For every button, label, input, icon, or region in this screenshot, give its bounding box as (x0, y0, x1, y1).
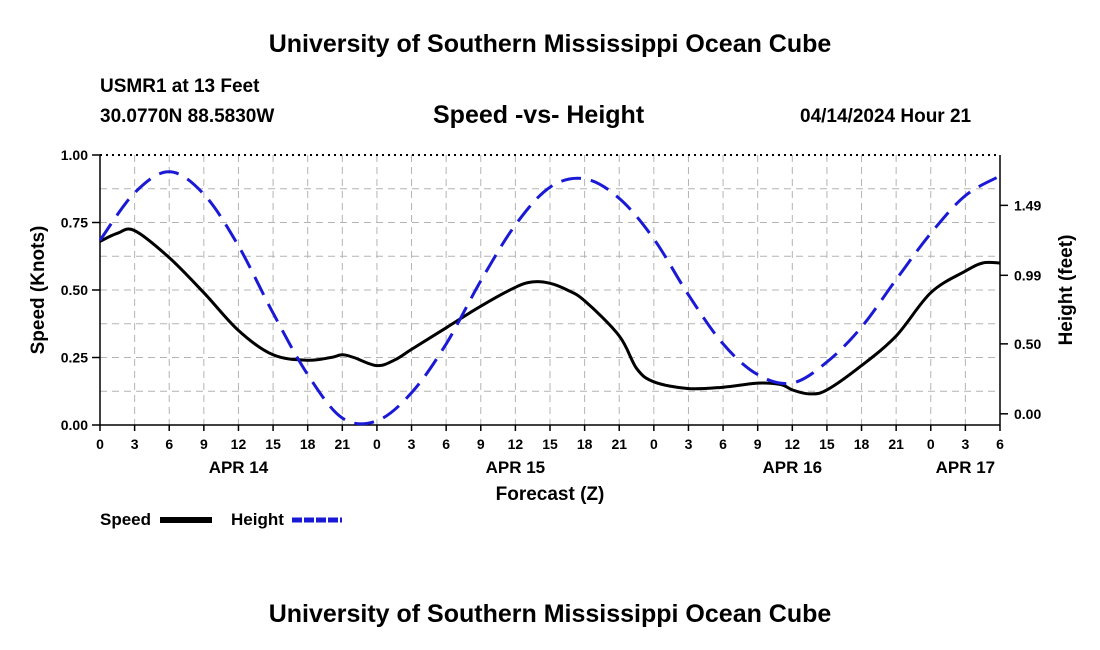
x-tick-label: 9 (754, 436, 762, 452)
x-tick-label: 3 (408, 436, 416, 452)
x-tick-label: 12 (785, 436, 801, 452)
x-tick-label: 3 (961, 436, 969, 452)
legend-speed-label: Speed (100, 510, 152, 529)
day-label: APR 16 (763, 458, 823, 477)
x-tick-label: 9 (200, 436, 208, 452)
x-axis-title: Forecast (Z) (496, 484, 605, 505)
day-label: APR 14 (209, 458, 269, 477)
x-tick-label: 6 (719, 436, 727, 452)
y-tick-label-left: 0.00 (61, 417, 88, 433)
x-tick-label: 15 (265, 436, 281, 452)
y-tick-label-right: 0.00 (1014, 406, 1041, 422)
y-tick-label-left: 0.50 (61, 282, 88, 298)
y-tick-label-left: 0.75 (61, 215, 88, 231)
forecast-datetime: 04/14/2024 Hour 21 (800, 106, 972, 127)
x-tick-label: 0 (927, 436, 935, 452)
axis-layer (92, 154, 1008, 431)
x-tick-label: 0 (373, 436, 381, 452)
legend-height-label: Height (231, 510, 284, 529)
x-tick-label: 12 (231, 436, 247, 452)
station-coordinates: 30.0770N 88.5830W (100, 106, 275, 127)
x-tick-label: 3 (685, 436, 693, 452)
x-tick-label: 6 (165, 436, 173, 452)
grid-layer (100, 155, 1000, 425)
x-tick-label: 12 (508, 436, 524, 452)
y-tick-label-right: 1.49 (1014, 197, 1041, 213)
series-line-height (98, 170, 1001, 426)
x-tick-label: 0 (650, 436, 658, 452)
series-line-speed (99, 227, 1001, 396)
x-tick-label: 21 (888, 436, 904, 452)
x-tick-label: 21 (611, 436, 627, 452)
x-tick-label: 21 (335, 436, 351, 452)
x-tick-label: 6 (996, 436, 1004, 452)
footer-title: University of Southern Mississippi Ocean… (268, 600, 832, 628)
x-tick-label: 3 (131, 436, 139, 452)
y-axis-title-left: Speed (Knots) (28, 226, 49, 355)
label-layer: 0.00 0.25 0.50 0.75 1.00 0.00 0.50 0.99 1.49 0 3 6 9… (28, 147, 1077, 505)
x-tick-label: 18 (577, 436, 593, 452)
x-tick-label: 18 (300, 436, 316, 452)
station-label: USMR1 at 13 Feet (100, 76, 260, 97)
series-layer (98, 170, 1001, 426)
day-label: APR 17 (936, 458, 996, 477)
x-tick-label: 18 (854, 436, 870, 452)
day-label: APR 15 (486, 458, 546, 477)
y-tick-label-left: 0.25 (61, 350, 88, 366)
y-tick-label-right: 0.99 (1014, 267, 1041, 283)
y-axis-title-right: Height (feet) (1056, 235, 1077, 346)
y-tick-label-left: 1.00 (61, 147, 88, 163)
chart-title: Speed -vs- Height (433, 101, 645, 129)
x-tick-label: 6 (442, 436, 450, 452)
x-tick-label: 0 (96, 436, 104, 452)
x-tick-label: 9 (477, 436, 485, 452)
x-tick-label: 15 (819, 436, 835, 452)
x-tick-label: 15 (542, 436, 558, 452)
y-tick-label-right: 0.50 (1014, 336, 1041, 352)
page-title: University of Southern Mississippi Ocean… (268, 30, 832, 58)
